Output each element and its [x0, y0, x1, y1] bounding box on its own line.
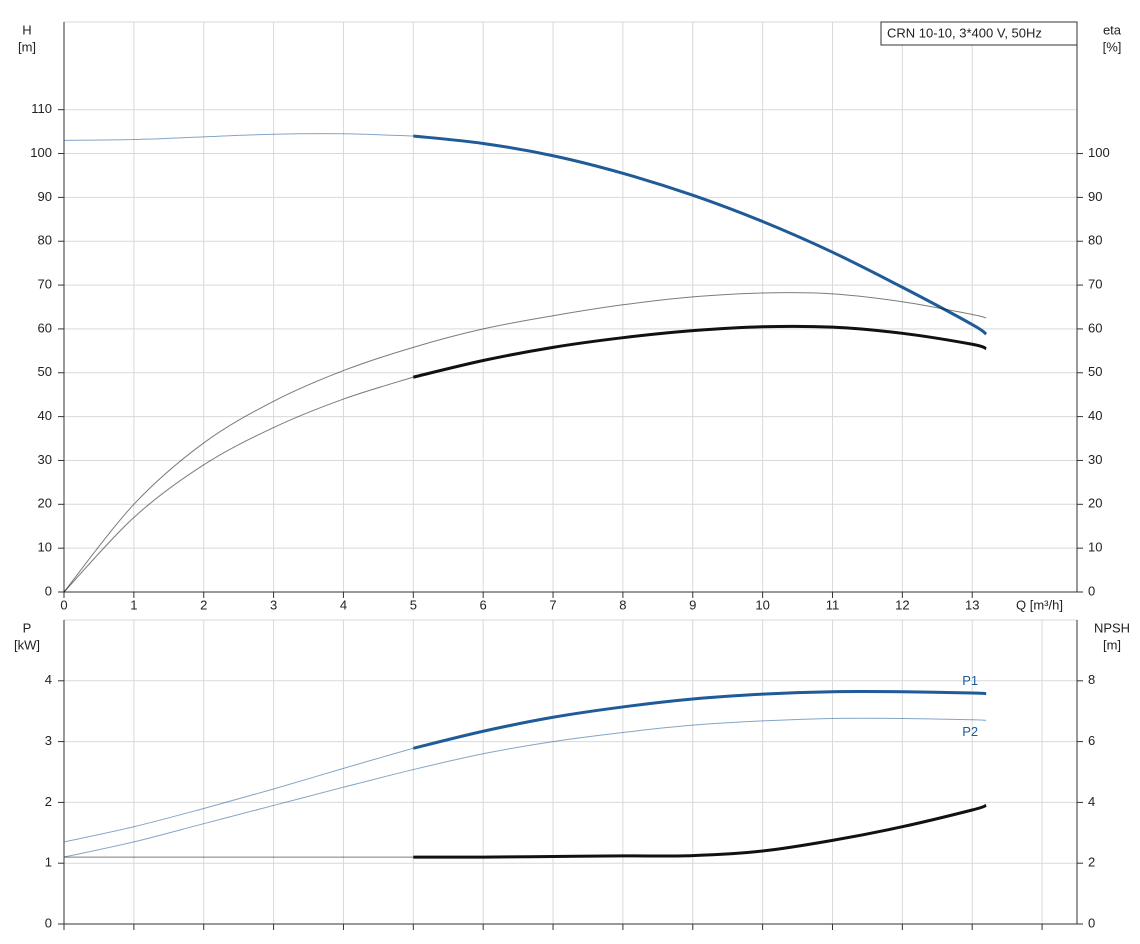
- legend-text: CRN 10-10, 3*400 V, 50Hz: [887, 25, 1042, 40]
- y2-tick-label: 100: [1088, 145, 1110, 160]
- y2-tick-label: 2: [1088, 855, 1095, 870]
- y2-tick-label: 4: [1088, 794, 1095, 809]
- y-tick-label: 0: [45, 583, 52, 598]
- x-tick-label: 2: [200, 597, 207, 612]
- series-label: P1: [962, 673, 978, 688]
- x-axis-label: Q [m³/h]: [1016, 597, 1063, 612]
- y2-tick-label: 50: [1088, 364, 1102, 379]
- y2-tick-label: 60: [1088, 320, 1102, 335]
- curve-thin: [63, 133, 414, 141]
- y-axis-unit: [m]: [18, 39, 36, 54]
- y-tick-label: 60: [38, 320, 52, 335]
- curve-thin: [63, 717, 987, 858]
- y2-tick-label: 70: [1088, 277, 1102, 292]
- y-tick-label: 20: [38, 496, 52, 511]
- y-tick-label: 40: [38, 408, 52, 423]
- y2-tick-label: 0: [1088, 915, 1095, 930]
- y-tick-label: 30: [38, 452, 52, 467]
- y2-tick-label: 30: [1088, 452, 1102, 467]
- y2-axis-label: eta: [1103, 22, 1122, 37]
- x-tick-label: 5: [410, 597, 417, 612]
- y-tick-label: 3: [45, 733, 52, 748]
- x-tick-label: 8: [619, 597, 626, 612]
- x-tick-label: 11: [826, 597, 840, 612]
- y-tick-label: 110: [31, 101, 52, 116]
- x-tick-label: 1: [130, 597, 137, 612]
- y2-tick-label: 8: [1088, 672, 1095, 687]
- y2-tick-label: 0: [1088, 583, 1095, 598]
- x-tick-label: 0: [60, 597, 67, 612]
- curve-bold: [412, 690, 987, 750]
- y2-tick-label: 40: [1088, 408, 1102, 423]
- y2-tick-label: 80: [1088, 233, 1102, 248]
- y-tick-label: 4: [45, 672, 52, 687]
- y2-axis-label: NPSH: [1094, 620, 1130, 635]
- curve-thin: [63, 376, 414, 593]
- curve-bold: [413, 134, 988, 336]
- x-tick-label: 7: [549, 597, 556, 612]
- y-tick-label: 0: [45, 915, 52, 930]
- y2-tick-label: 6: [1088, 733, 1095, 748]
- y2-axis-unit: [m]: [1103, 637, 1121, 652]
- curve-thin: [63, 292, 987, 593]
- y-axis-unit: [kW]: [14, 637, 40, 652]
- y-tick-label: 70: [38, 277, 52, 292]
- curve-thin: [63, 747, 414, 843]
- legend-box: [880, 21, 1078, 46]
- x-tick-label: 12: [895, 597, 909, 612]
- x-tick-label: 6: [480, 597, 487, 612]
- y-tick-label: 2: [45, 794, 52, 809]
- x-tick-label: 3: [270, 597, 277, 612]
- x-tick-label: 13: [965, 597, 979, 612]
- y-tick-label: 100: [30, 145, 52, 160]
- y-tick-label: 50: [38, 364, 52, 379]
- curve-bold: [413, 804, 987, 859]
- series-label: P2: [962, 724, 978, 739]
- x-tick-label: 4: [340, 597, 347, 612]
- y-axis-label: H: [22, 22, 31, 37]
- y-axis-label: P: [23, 620, 32, 635]
- y-tick-label: 80: [38, 233, 52, 248]
- y2-axis-unit: [%]: [1103, 39, 1122, 54]
- y2-tick-label: 90: [1088, 189, 1102, 204]
- y2-tick-label: 20: [1088, 496, 1102, 511]
- y2-tick-label: 10: [1088, 540, 1102, 555]
- y-tick-label: 1: [45, 855, 52, 870]
- y-tick-label: 10: [38, 540, 52, 555]
- y-tick-label: 90: [38, 189, 52, 204]
- x-tick-label: 9: [689, 597, 696, 612]
- x-tick-label: 10: [755, 597, 769, 612]
- curve-bold: [412, 324, 987, 379]
